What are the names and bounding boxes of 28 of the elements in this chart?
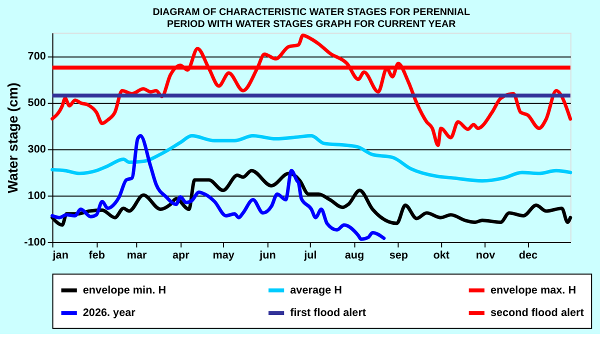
legend-label: first flood alert	[290, 307, 366, 320]
x-tick-label: nov	[476, 249, 496, 262]
x-tick-label: jan	[52, 249, 68, 262]
x-tick-label: okt	[433, 249, 450, 262]
legend-label: envelope max. H	[490, 284, 576, 296]
x-tick-label: dec	[518, 249, 538, 262]
chart-title: DIAGRAM OF CHARACTERISTIC WATER STAGES FOR PERENNIAL PERIOD WITH WATER STAGES GRAPH FOR CURRENT YEAR	[152, 7, 470, 30]
y-tick-label: 100	[28, 190, 46, 202]
line-series	[50, 134, 572, 183]
y-tick-label: -100	[24, 236, 46, 248]
legend-label: second flood alert	[490, 307, 584, 320]
y-tick-label: 300	[28, 143, 46, 156]
x-tick-label: sep	[389, 249, 408, 262]
x-tick-label: may	[212, 249, 234, 262]
x-tick-label: feb	[88, 249, 106, 262]
line-series	[50, 34, 572, 148]
y-axis-title: Water stage (cm)	[4, 82, 20, 194]
legend-label: envelope min. H	[82, 284, 166, 296]
x-tick-label: apr	[172, 249, 190, 262]
legend-label: 2026. year	[82, 307, 136, 320]
x-tick-label: aug	[344, 249, 364, 262]
y-tick-label: 700	[28, 50, 46, 62]
y-tick-label: 500	[28, 96, 46, 109]
legend-label: average H	[290, 284, 342, 296]
x-tick-label: jun	[258, 249, 276, 262]
x-tick-label: mar	[126, 249, 148, 262]
line-series	[50, 134, 386, 241]
x-tick-label: jul	[303, 249, 317, 262]
